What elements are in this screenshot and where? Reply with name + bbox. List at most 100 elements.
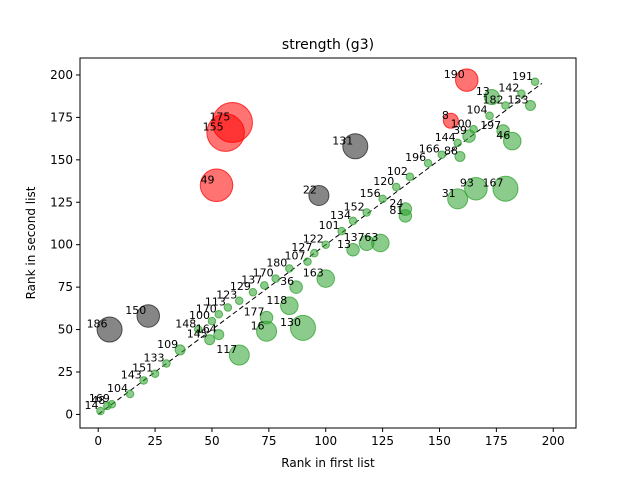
data-point (303, 257, 312, 266)
chart-title: strength (g3) (282, 37, 374, 53)
data-point (346, 243, 360, 257)
data-point-label: 14 (84, 399, 98, 412)
data-point (530, 77, 540, 87)
data-point (260, 281, 269, 290)
data-point-label: 145 (187, 328, 208, 341)
data-point (398, 202, 413, 216)
data-point (392, 182, 401, 192)
x-tick-label: 200 (542, 434, 565, 448)
data-point-label: 101 (319, 219, 340, 232)
data-point-label: 100 (189, 309, 210, 322)
diagonal-line (97, 83, 543, 415)
data-point-label: 93 (460, 177, 474, 190)
data-point (358, 235, 375, 251)
data-point (453, 138, 462, 148)
data-point-label: 117 (216, 343, 237, 356)
data-point-label: 148 (175, 318, 196, 331)
data-point (162, 359, 171, 368)
x-tick-label: 50 (204, 434, 219, 448)
data-point (271, 274, 280, 283)
y-tick-label: 25 (58, 365, 73, 379)
data-point-label: 142 (498, 82, 519, 95)
data-point (483, 89, 500, 106)
data-point (248, 287, 258, 297)
data-point (125, 389, 135, 399)
data-point-label: 88 (444, 144, 458, 157)
x-tick-label: 0 (94, 434, 102, 448)
data-point-label: 16 (251, 319, 265, 332)
data-point-label: 31 (442, 187, 456, 200)
data-point (206, 113, 245, 152)
data-point (348, 216, 358, 226)
data-point-label: 122 (303, 233, 324, 246)
data-point (103, 401, 112, 411)
data-points (96, 68, 540, 416)
data-point-label: 167 (482, 177, 503, 190)
data-point-label: 170 (253, 267, 274, 280)
data-point (455, 68, 479, 92)
data-point (310, 248, 319, 258)
data-point (464, 176, 488, 201)
data-point-label: 8 (442, 109, 449, 122)
x-tick-label: 150 (428, 434, 451, 448)
data-point (378, 194, 387, 204)
data-point-label: 127 (291, 241, 312, 254)
data-point-label: 36 (280, 275, 294, 288)
data-point (524, 100, 536, 112)
data-point (485, 111, 494, 120)
data-point-label: 133 (143, 352, 164, 365)
data-point-label: 186 (87, 318, 108, 331)
data-point (174, 344, 186, 356)
data-point (289, 314, 316, 341)
data-point (342, 133, 369, 160)
data-point (437, 150, 447, 159)
data-point (194, 325, 203, 334)
data-point-label: 134 (330, 209, 351, 222)
data-point-label: 49 (201, 173, 215, 186)
data-point-label: 22 (303, 183, 317, 196)
y-tick-label: 0 (65, 407, 73, 421)
data-point (492, 175, 519, 202)
data-point (517, 89, 526, 98)
data-point-label: 129 (230, 280, 251, 293)
data-point-label: 144 (435, 131, 456, 144)
data-point (96, 316, 123, 343)
data-point (289, 280, 303, 294)
data-point-label: 120 (373, 175, 394, 188)
data-point (199, 168, 234, 203)
data-point (214, 310, 224, 319)
y-tick-label: 175 (50, 110, 73, 124)
data-point-label: 113 (205, 295, 226, 308)
data-point (308, 184, 330, 206)
data-point-label: 196 (405, 151, 426, 164)
data-point-label: 170 (196, 302, 217, 315)
data-point-label: 166 (419, 143, 440, 156)
data-point (442, 112, 459, 129)
data-point (223, 303, 233, 312)
data-point-label: 155 (203, 121, 224, 134)
data-point (96, 406, 105, 416)
data-point (285, 264, 294, 273)
data-point (405, 172, 415, 182)
data-point (213, 329, 225, 341)
data-point-label: 100 (451, 117, 472, 130)
data-point-label: 175 (209, 110, 230, 123)
y-tick-label: 150 (50, 153, 73, 167)
data-point-label: 107 (285, 250, 306, 263)
data-point-label: 104 (107, 382, 128, 395)
data-point (337, 226, 346, 236)
data-point-label: 169 (89, 392, 110, 405)
data-point (259, 310, 274, 325)
data-point (136, 304, 161, 328)
data-point-label: 137 (241, 273, 262, 286)
data-point-label: 104 (467, 104, 488, 117)
data-point-label: 13 (476, 85, 490, 98)
data-point-label: 180 (266, 256, 287, 269)
data-point-label: 156 (360, 187, 381, 200)
data-point (447, 188, 469, 210)
y-tick-label: 50 (58, 323, 73, 337)
data-point-label: 118 (266, 294, 287, 307)
data-point-label: 131 (332, 134, 353, 147)
data-point-label: 102 (387, 165, 408, 178)
